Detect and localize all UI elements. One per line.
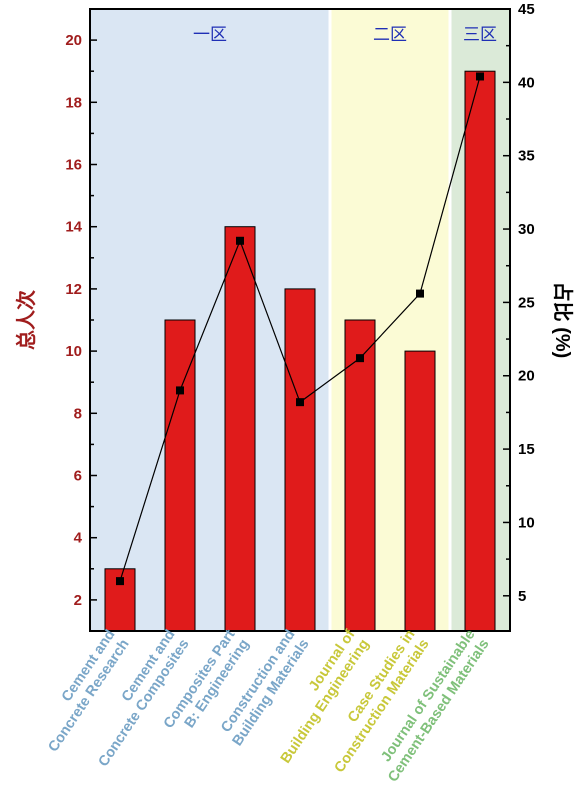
left-tick-label: 20	[65, 32, 82, 49]
left-axis: 2 4 6 8 10 12 14 16 18 20	[65, 8, 97, 632]
line-point	[296, 398, 304, 407]
bar	[224, 226, 256, 632]
left-axis-title: 总人次	[14, 290, 38, 350]
line-point	[116, 577, 124, 586]
zone-labels: 一区 二区 三区	[193, 25, 497, 45]
line-point	[176, 386, 184, 395]
bar-series	[104, 70, 496, 632]
right-tick-label: 30	[518, 221, 535, 238]
line-point	[356, 354, 364, 363]
left-tick-label: 4	[74, 530, 83, 547]
line-point	[476, 72, 484, 81]
left-tick-label: 8	[74, 405, 82, 422]
right-tick-label: 25	[518, 294, 535, 311]
left-tick-label: 10	[65, 343, 82, 360]
right-tick-label: 5	[518, 588, 526, 605]
zone-label: 二区	[373, 25, 407, 45]
line-point	[416, 289, 424, 298]
bar	[284, 288, 316, 632]
right-axis-title: 占比 (%)	[551, 282, 574, 359]
zone-label: 三区	[463, 25, 497, 45]
right-tick-label: 35	[518, 148, 535, 165]
left-tick-label: 18	[65, 94, 82, 111]
line-series	[116, 72, 484, 586]
bar	[404, 350, 436, 632]
left-tick-label: 2	[74, 592, 82, 609]
right-tick-label: 45	[518, 1, 535, 18]
right-tick-label: 40	[518, 74, 535, 91]
bar	[344, 319, 376, 632]
left-tick-label: 6	[74, 468, 82, 485]
right-tick-label: 20	[518, 368, 535, 385]
bar	[464, 70, 496, 632]
bar	[164, 319, 196, 632]
left-tick-label: 12	[65, 281, 82, 298]
left-tick-label: 14	[65, 219, 82, 236]
right-tick-label: 15	[518, 441, 535, 458]
zone-label: 一区	[193, 25, 227, 45]
line-point	[236, 236, 244, 245]
right-tick-label: 10	[518, 514, 535, 531]
left-tick-label: 16	[65, 157, 82, 174]
right-axis: 5 10 15 20 25 30 35 40 45	[503, 1, 535, 605]
